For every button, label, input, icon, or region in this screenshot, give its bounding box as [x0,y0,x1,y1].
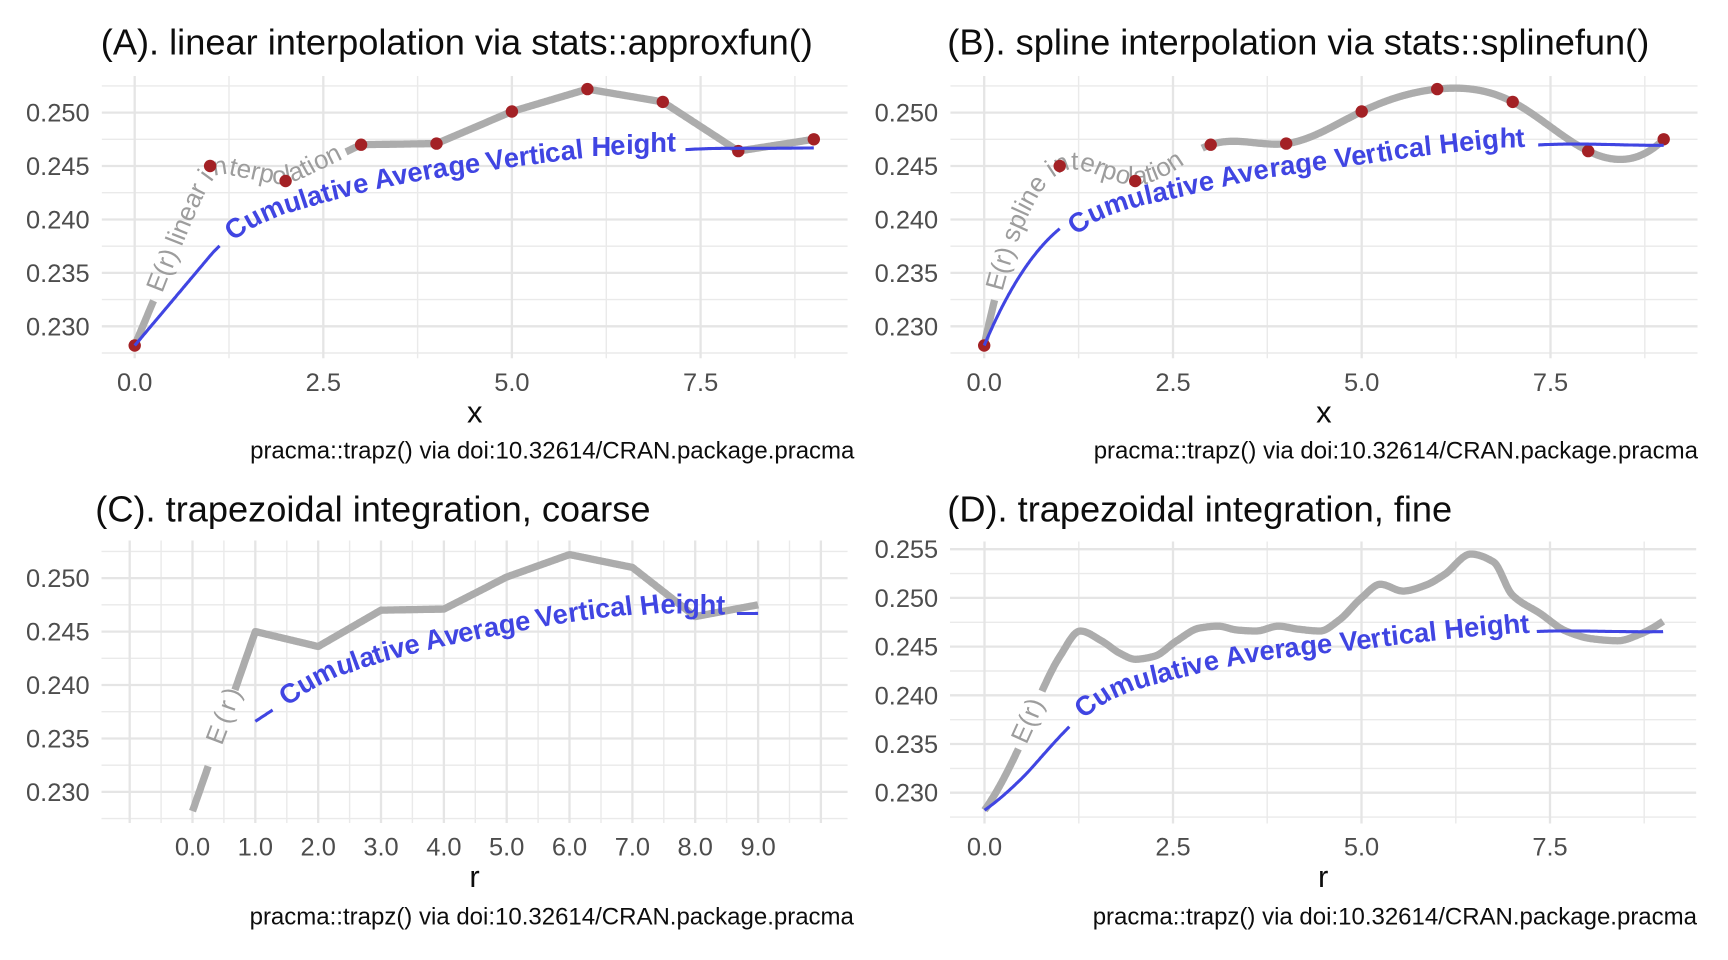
svg-text:(B). spline interpolation via: (B). spline interpolation via stats::spl… [947,22,1649,63]
svg-text:8.0: 8.0 [678,833,713,861]
svg-text:0.250: 0.250 [26,100,90,128]
svg-text:0.245: 0.245 [26,619,90,647]
svg-text:pracma::trapz() via doi:10.326: pracma::trapz() via doi:10.32614/CRAN.pa… [1094,438,1699,465]
svg-text:5.0: 5.0 [494,369,529,397]
svg-text:0.250: 0.250 [875,585,939,613]
svg-text:0.240: 0.240 [26,207,90,235]
svg-text:pracma::trapz() via doi:10.326: pracma::trapz() via doi:10.32614/CRAN.pa… [1093,904,1698,931]
svg-text:0.250: 0.250 [26,565,90,593]
svg-text:0.240: 0.240 [875,682,939,710]
svg-text:0.245: 0.245 [26,153,90,181]
svg-text:5.0: 5.0 [1344,833,1379,861]
svg-text:(D). trapezoidal integration,: (D). trapezoidal integration, fine [947,489,1452,530]
svg-text:x: x [1316,395,1332,430]
svg-text:0.245: 0.245 [875,634,939,662]
svg-text:0.230: 0.230 [875,313,939,341]
svg-text:0.235: 0.235 [875,260,939,288]
svg-text:0.235: 0.235 [26,260,90,288]
svg-text:0.255: 0.255 [875,536,939,564]
svg-text:0.0: 0.0 [117,369,152,397]
svg-text:3.0: 3.0 [363,833,398,861]
svg-text:0.240: 0.240 [875,207,939,235]
svg-text:0.250: 0.250 [875,100,939,128]
svg-text:pracma::trapz() via doi:10.326: pracma::trapz() via doi:10.32614/CRAN.pa… [250,438,855,465]
svg-text:0.230: 0.230 [26,313,90,341]
svg-text:0.230: 0.230 [26,779,90,807]
svg-text:0.0: 0.0 [967,369,1002,397]
svg-text:5.0: 5.0 [1344,369,1379,397]
svg-text:(C). trapezoidal integration,: (C). trapezoidal integration, coarse [95,489,650,530]
svg-text:7.5: 7.5 [683,369,718,397]
svg-text:2.5: 2.5 [1155,833,1190,861]
svg-text:4.0: 4.0 [426,833,461,861]
svg-text:pracma::trapz() via doi:10.326: pracma::trapz() via doi:10.32614/CRAN.pa… [250,904,855,931]
svg-text:0.245: 0.245 [875,153,939,181]
svg-text:1.0: 1.0 [238,833,273,861]
svg-text:0.235: 0.235 [875,731,939,759]
svg-text:9.0: 9.0 [740,833,775,861]
svg-text:6.0: 6.0 [552,833,587,861]
svg-text:7.0: 7.0 [615,833,650,861]
svg-text:0.0: 0.0 [175,833,210,861]
svg-text:7.5: 7.5 [1533,369,1568,397]
svg-text:0.0: 0.0 [967,833,1002,861]
svg-text:0.230: 0.230 [875,780,939,808]
svg-text:(A). linear interpolation via: (A). linear interpolation via stats::app… [101,22,813,63]
svg-text:0.240: 0.240 [26,672,90,700]
svg-text:r: r [469,859,479,894]
svg-text:2.5: 2.5 [1155,369,1190,397]
svg-text:2.0: 2.0 [301,833,336,861]
svg-text:7.5: 7.5 [1532,833,1567,861]
svg-text:0.235: 0.235 [26,726,90,754]
svg-text:r: r [1318,859,1328,894]
svg-text:x: x [467,395,483,430]
svg-text:5.0: 5.0 [489,833,524,861]
svg-text:2.5: 2.5 [306,369,341,397]
